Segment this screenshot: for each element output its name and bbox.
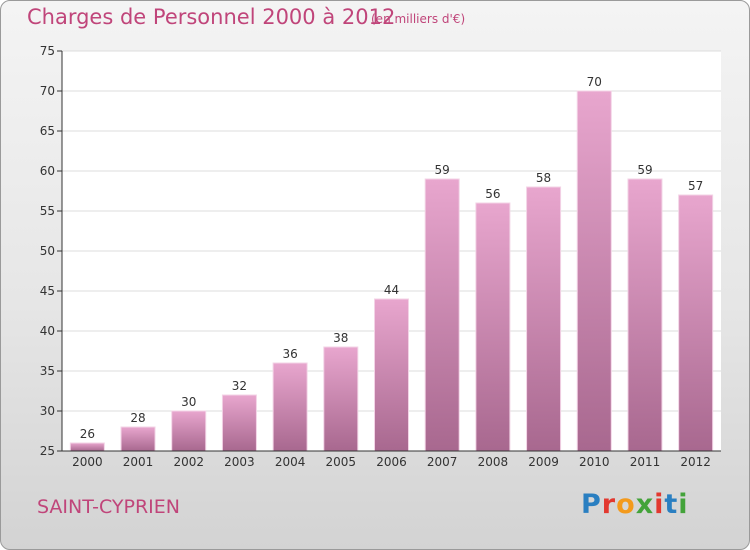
x-tick-label: 2000 [72,455,103,469]
y-tick-label: 30 [40,404,55,418]
logo-letter: r [601,489,617,520]
bar-2002 [171,410,207,452]
data-label: 28 [130,411,145,425]
logo-letter: i [654,489,665,520]
x-tick-label: 2005 [326,455,357,469]
y-tick-label: 35 [40,364,55,378]
logo-letter: x [635,489,655,520]
data-label: 58 [536,171,551,185]
bar-2005 [323,346,359,452]
proxiti-logo: Proxiti [581,489,689,520]
bar-2000 [69,442,105,452]
bar-2007 [424,178,460,452]
x-tick-label: 2004 [275,455,306,469]
bar-2001 [120,426,156,452]
bar-2010 [576,90,612,452]
y-tick-label: 70 [40,84,55,98]
bar-2011 [627,178,663,452]
bar-2006 [374,298,409,452]
x-tick-label: 2011 [630,455,661,469]
data-label: 26 [80,427,95,441]
data-label: 59 [637,163,652,177]
chart-title: Charges de Personnel 2000 à 2012 [27,5,396,29]
x-tick-label: 2008 [478,455,509,469]
data-label: 70 [587,75,602,89]
bar-2004 [272,362,308,452]
data-label: 57 [688,179,703,193]
y-tick-label: 45 [40,284,55,298]
data-label: 56 [485,187,500,201]
data-label: 59 [435,163,450,177]
x-tick-label: 2010 [579,455,610,469]
x-tick-label: 2001 [123,455,154,469]
logo-letter: o [616,489,636,520]
bar-2003 [221,394,257,452]
y-tick-label: 55 [40,204,55,218]
y-tick-label: 65 [40,124,55,138]
logo-letter: P [581,489,602,520]
chart-subtitle: (en milliers d'€) [371,12,466,26]
data-label: 30 [181,395,196,409]
logo-letter: i [678,489,689,520]
x-tick-label: 2006 [376,455,407,469]
data-label: 38 [333,331,348,345]
data-label: 36 [282,347,297,361]
commune-name: SAINT-CYPRIEN [37,496,180,518]
y-tick-label: 40 [40,324,55,338]
x-tick-label: 2012 [680,455,711,469]
y-tick-label: 75 [40,44,55,58]
bar-2009 [526,186,562,452]
x-tick-label: 2007 [427,455,458,469]
y-tick-label: 25 [40,444,55,458]
x-tick-label: 2002 [173,455,204,469]
x-tick-label: 2009 [528,455,559,469]
x-tick-label: 2003 [224,455,255,469]
bar-2008 [475,202,511,452]
data-label: 44 [384,283,399,297]
y-tick-label: 60 [40,164,55,178]
bar-2012 [678,194,714,452]
y-tick-label: 50 [40,244,55,258]
data-label: 32 [232,379,247,393]
logo-letter: t [664,489,679,520]
